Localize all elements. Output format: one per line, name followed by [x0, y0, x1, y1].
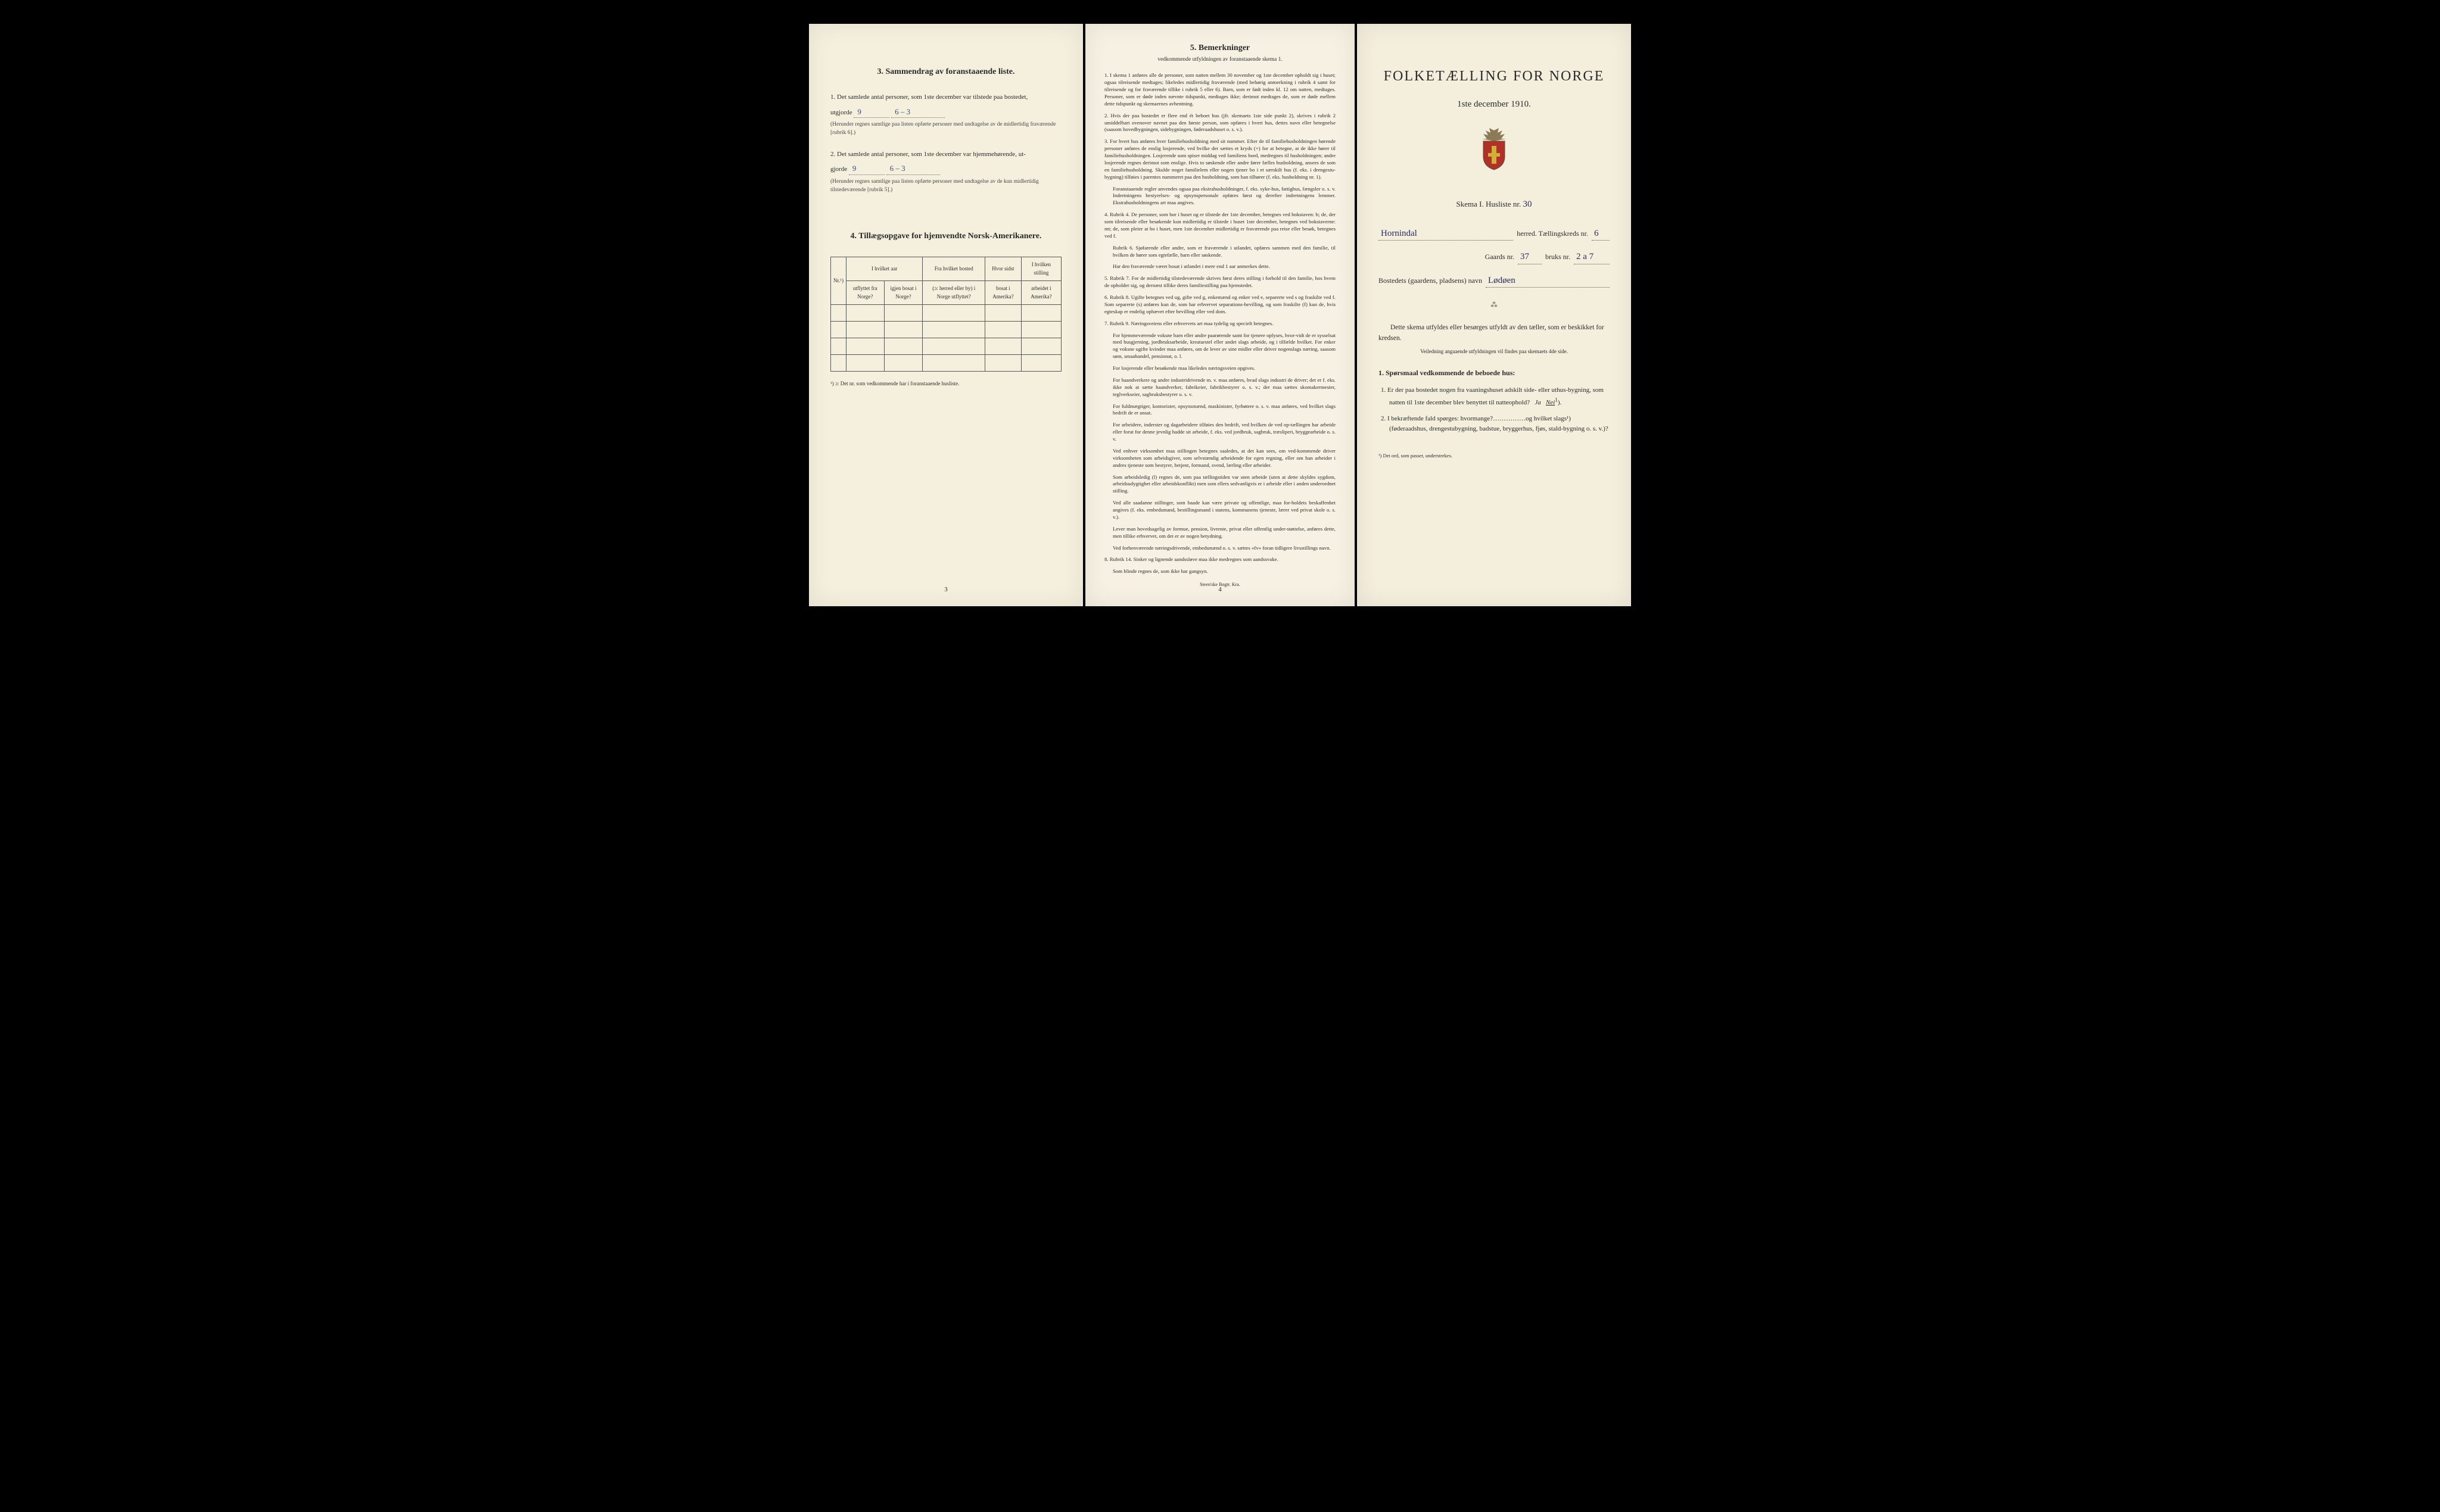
bosted-label: Bostedets (gaardens, pladsens) navn — [1378, 275, 1482, 286]
remark-2: 2. Hvis der paa bostedet er flere end ét… — [1104, 113, 1336, 134]
page-number-3: 3 — [944, 585, 948, 595]
q1-text: 1. Er der paa bostedet nogen fra vaaning… — [1381, 386, 1604, 406]
bruks-nr: 2 a 7 — [1574, 250, 1610, 264]
divider-ornament: ⁂ — [1378, 300, 1610, 310]
herred-name: Hornindal — [1378, 227, 1513, 241]
table-header-row-1: Nr.¹) I hvilket aar Fra hvilket bosted H… — [831, 257, 1062, 281]
col-year-left: utflyttet fra Norge? — [846, 281, 884, 305]
gaards-row: Gaards nr. 37 bruks nr. 2 a 7 — [1378, 250, 1610, 264]
census-date: 1ste december 1910. — [1378, 98, 1610, 111]
page-number-4: 4 — [1218, 585, 1222, 595]
col-from-a: Fra hvilket bosted — [923, 257, 985, 281]
remark-7i: Ved alle saadanne stillinger, som baade … — [1104, 500, 1336, 521]
remark-6: 6. Rubrik 8. Ugifte betegnes ved ug, gif… — [1104, 294, 1336, 316]
col-pos-b: arbeidet i Amerika? — [1021, 281, 1061, 305]
remark-7e: For fuldmægtiger, kontorister, opsynsmæn… — [1104, 403, 1336, 417]
item2-label: 2. Det samlede antal personer, som 1ste … — [830, 149, 1062, 160]
instruction-1: Dette skema utfyldes eller besørges utfy… — [1378, 322, 1610, 344]
document-spread: 3. Sammendrag av foranstaaende liste. 1.… — [809, 24, 1631, 606]
remark-5: 5. Rubrik 7. For de midlertidig tilstede… — [1104, 275, 1336, 289]
section-4-title: 4. Tillægsopgave for hjemvendte Norsk-Am… — [830, 230, 1062, 242]
remark-4: 4. Rubrik 4. De personer, som bor i huse… — [1104, 211, 1336, 240]
bosted-name: Lødøen — [1486, 274, 1610, 288]
col-from-b: (ɔ: herred eller by) i Norge utflyttet? — [923, 281, 985, 305]
table-body — [831, 305, 1062, 372]
table-row — [831, 338, 1062, 355]
item2-value-2: 6 – 3 — [886, 163, 940, 175]
item2-value-1: 9 — [849, 163, 885, 175]
table-footnote: ¹) ɔ: Det nr. som vedkommende har i fora… — [830, 380, 1062, 388]
col-where-a: Hvor sidst — [985, 257, 1022, 281]
col-pos-a: I hvilken stilling — [1021, 257, 1061, 281]
item1-value-2: 6 – 3 — [891, 106, 945, 119]
page-4: 5. Bemerkninger vedkommende utfyldningen… — [1085, 24, 1355, 606]
item1-fineprint: (Herunder regnes samtlige paa listen opf… — [830, 120, 1062, 138]
page-3: 3. Sammendrag av foranstaaende liste. 1.… — [809, 24, 1083, 606]
remark-7h: Som arbeidsledig (l) regnes de, som paa … — [1104, 474, 1336, 495]
item1-value-1: 9 — [854, 106, 889, 119]
page-1-cover: FOLKETÆLLING FOR NORGE 1ste december 191… — [1357, 24, 1631, 606]
herred-row: Hornindal herred. Tællingskreds nr. 6 — [1378, 227, 1610, 241]
col-year: I hvilket aar — [846, 257, 922, 281]
coat-of-arms-icon — [1378, 128, 1610, 174]
remark-8: 8. Rubrik 14. Sinker og lignende aandssl… — [1104, 556, 1336, 563]
remark-1: 1. I skema 1 anføres alle de personer, s… — [1104, 72, 1336, 107]
remarks-subtitle: vedkommende utfyldningen av foranstaaend… — [1104, 55, 1336, 64]
table-header-row-2: utflyttet fra Norge? igjen bosat i Norge… — [831, 281, 1062, 305]
skema-label: Skema I. Husliste nr. — [1456, 199, 1521, 208]
herred-suffix: herred. Tællingskreds nr. — [1517, 228, 1588, 239]
remark-7b: For hjemmeværende voksne barn eller andr… — [1104, 332, 1336, 361]
remark-7f: For arbeidere, inderster og dagarbeidere… — [1104, 422, 1336, 443]
question-2: 2. I bekræftende fald spørges: hvormange… — [1389, 414, 1610, 434]
remark-3: 3. For hvert hus anføres hver familiehus… — [1104, 138, 1336, 180]
summary-item-1: 1. Det samlede antal personer, som 1ste … — [830, 92, 1062, 138]
remark-7: 7. Rubrik 9. Næringsveiens eller erhverv… — [1104, 320, 1336, 328]
table-row — [831, 355, 1062, 372]
q1-ja: Ja — [1535, 399, 1540, 406]
remark-4c: Har den fraværende været bosat i utlande… — [1104, 263, 1336, 270]
question-1: 1. Er der paa bostedet nogen fra vaaning… — [1389, 385, 1610, 408]
remark-4b: Rubrik 6. Sjøfarende eller andre, som er… — [1104, 245, 1336, 259]
husliste-nr: 30 — [1523, 199, 1532, 209]
item1-label: 1. Det samlede antal personer, som 1ste … — [830, 92, 1062, 102]
skema-line: Skema I. Husliste nr. 30 — [1378, 198, 1610, 211]
remarks-title: 5. Bemerkninger — [1104, 42, 1336, 54]
supplementary-table: Nr.¹) I hvilket aar Fra hvilket bosted H… — [830, 257, 1062, 372]
remark-3b: Foranstaaende regler anvendes ogsaa paa … — [1104, 186, 1336, 207]
bruks-label: bruks nr. — [1545, 251, 1570, 262]
col-nr: Nr.¹) — [831, 257, 846, 305]
section-3-title: 3. Sammendrag av foranstaaende liste. — [830, 66, 1062, 78]
questions-title: 1. Spørsmaal vedkommende de beboede hus: — [1378, 367, 1610, 378]
section-4: 4. Tillægsopgave for hjemvendte Norsk-Am… — [830, 230, 1062, 388]
col-where-b: bosat i Amerika? — [985, 281, 1022, 305]
remark-8b: Som blinde regnes de, som ikke har gangs… — [1104, 568, 1336, 575]
table-row — [831, 305, 1062, 322]
remark-7k: Ved forhenværende næringsdrivende, embed… — [1104, 545, 1336, 552]
census-title: FOLKETÆLLING FOR NORGE — [1378, 66, 1610, 87]
remark-7j: Lever man hovedsagelig av formue, pensio… — [1104, 526, 1336, 540]
summary-item-2: 2. Det samlede antal personer, som 1ste … — [830, 149, 1062, 195]
kreds-nr: 6 — [1592, 227, 1610, 241]
right-footnote: ¹) Det ord, som passer, understrekes. — [1378, 452, 1610, 460]
q1-nei: Nei — [1546, 399, 1555, 406]
item1-prefix: utgjorde — [830, 109, 852, 116]
item2-prefix: gjorde — [830, 166, 847, 173]
remark-7c: For losjerende eller besøkende maa likel… — [1104, 365, 1336, 372]
remarks-list: 1. I skema 1 anføres alle de personer, s… — [1104, 72, 1336, 575]
remark-7d: For haandverkere og andre industridriven… — [1104, 377, 1336, 398]
instruction-2: Veiledning angaaende utfyldningen vil fi… — [1378, 348, 1610, 356]
bosted-row: Bostedets (gaardens, pladsens) navn Lødø… — [1378, 274, 1610, 288]
col-year-right: igjen bosat i Norge? — [884, 281, 923, 305]
gaards-label: Gaards nr. — [1485, 251, 1514, 262]
item2-fineprint: (Herunder regnes samtlige paa listen opf… — [830, 177, 1062, 195]
gaards-nr: 37 — [1518, 250, 1542, 264]
remark-7g: Ved enhver virksomhet maa stillingen bet… — [1104, 448, 1336, 469]
table-row — [831, 322, 1062, 338]
